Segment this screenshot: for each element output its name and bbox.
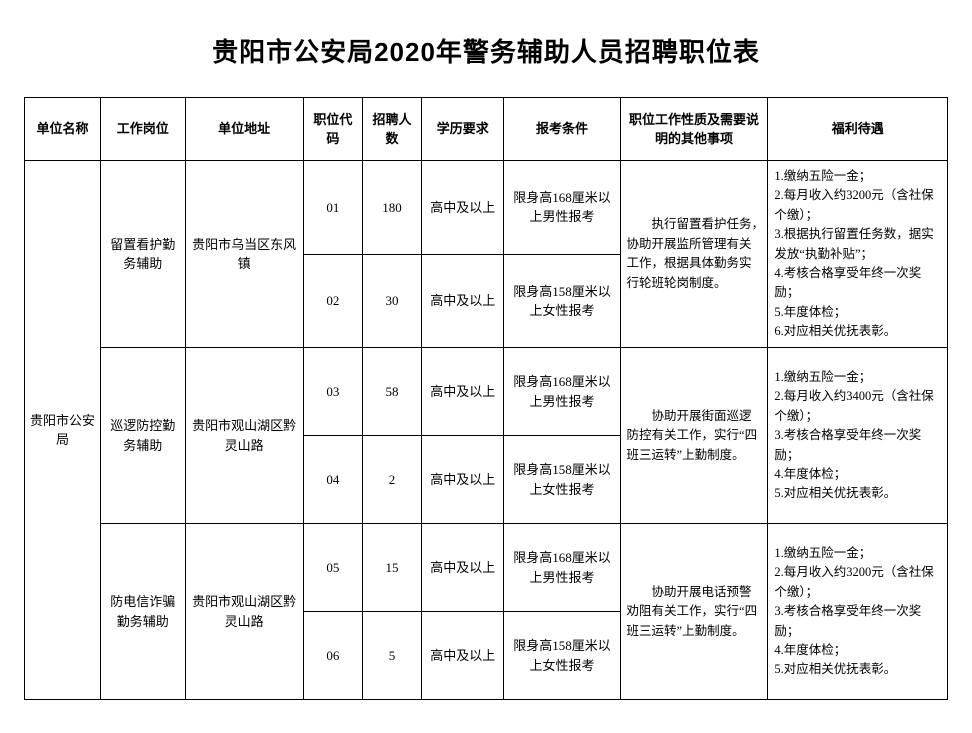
cell-cond: 限身高158厘米以上女性报考 xyxy=(504,612,620,700)
col-cond: 报考条件 xyxy=(504,98,620,161)
cell-benefit: 1.缴纳五险一金；2.每月收入约3200元（含社保个缴）；3.根据执行留置任务数… xyxy=(768,161,948,348)
cell-job: 防电信诈骗勤务辅助 xyxy=(101,524,185,700)
cell-code: 01 xyxy=(303,161,362,255)
table-row: 巡逻防控勤务辅助 贵阳市观山湖区黔灵山路 03 58 高中及以上 限身高168厘… xyxy=(25,348,948,436)
cell-edu: 高中及以上 xyxy=(422,436,504,524)
positions-table: 单位名称 工作岗位 单位地址 职位代码 招聘人数 学历要求 报考条件 职位工作性… xyxy=(24,97,948,700)
cell-edu: 高中及以上 xyxy=(422,348,504,436)
table-row: 贵阳市公安局 留置看护勤务辅助 贵阳市乌当区东风镇 01 180 高中及以上 限… xyxy=(25,161,948,255)
col-unit: 单位名称 xyxy=(25,98,101,161)
cell-job: 留置看护勤务辅助 xyxy=(101,161,185,348)
cell-job: 巡逻防控勤务辅助 xyxy=(101,348,185,524)
cell-nature: 执行留置看护任务， 协助开展监所管理有关工作，根据具体勤务实行轮班轮岗制度。 xyxy=(620,161,768,348)
cell-count: 180 xyxy=(362,161,421,255)
cell-cond: 限身高158厘米以上女性报考 xyxy=(504,254,620,348)
cell-count: 5 xyxy=(362,612,421,700)
cell-addr: 贵阳市观山湖区黔灵山路 xyxy=(185,524,303,700)
cell-cond: 限身高158厘米以上女性报考 xyxy=(504,436,620,524)
cell-edu: 高中及以上 xyxy=(422,524,504,612)
cell-benefit: 1.缴纳五险一金；2.每月收入约3200元（含社保个缴）；3.考核合格享受年终一… xyxy=(768,524,948,700)
cell-code: 04 xyxy=(303,436,362,524)
col-job: 工作岗位 xyxy=(101,98,185,161)
cell-code: 03 xyxy=(303,348,362,436)
col-addr: 单位地址 xyxy=(185,98,303,161)
cell-benefit: 1.缴纳五险一金；2.每月收入约3400元（含社保个缴）；3.考核合格享受年终一… xyxy=(768,348,948,524)
col-code: 职位代码 xyxy=(303,98,362,161)
col-nature: 职位工作性质及需要说明的其他事项 xyxy=(620,98,768,161)
cell-unit: 贵阳市公安局 xyxy=(25,161,101,700)
cell-nature: 协助开展街面巡逻防控有关工作，实行“四班三运转”上勤制度。 xyxy=(620,348,768,524)
cell-edu: 高中及以上 xyxy=(422,161,504,255)
col-benefit: 福利待遇 xyxy=(768,98,948,161)
cell-cond: 限身高168厘米以上男性报考 xyxy=(504,524,620,612)
cell-addr: 贵阳市观山湖区黔灵山路 xyxy=(185,348,303,524)
cell-code: 06 xyxy=(303,612,362,700)
cell-count: 58 xyxy=(362,348,421,436)
cell-code: 05 xyxy=(303,524,362,612)
cell-count: 30 xyxy=(362,254,421,348)
cell-edu: 高中及以上 xyxy=(422,612,504,700)
page-title: 贵阳市公安局2020年警务辅助人员招聘职位表 xyxy=(24,32,948,69)
cell-cond: 限身高168厘米以上男性报考 xyxy=(504,348,620,436)
table-row: 防电信诈骗勤务辅助 贵阳市观山湖区黔灵山路 05 15 高中及以上 限身高168… xyxy=(25,524,948,612)
cell-code: 02 xyxy=(303,254,362,348)
table-header-row: 单位名称 工作岗位 单位地址 职位代码 招聘人数 学历要求 报考条件 职位工作性… xyxy=(25,98,948,161)
cell-count: 15 xyxy=(362,524,421,612)
col-edu: 学历要求 xyxy=(422,98,504,161)
cell-addr: 贵阳市乌当区东风镇 xyxy=(185,161,303,348)
cell-cond: 限身高168厘米以上男性报考 xyxy=(504,161,620,255)
cell-nature: 协助开展电话预警劝阻有关工作，实行“四班三运转”上勤制度。 xyxy=(620,524,768,700)
table-body: 贵阳市公安局 留置看护勤务辅助 贵阳市乌当区东风镇 01 180 高中及以上 限… xyxy=(25,161,948,700)
page: 贵阳市公安局2020年警务辅助人员招聘职位表 单位名称 工作岗位 单位地址 职位… xyxy=(0,0,972,720)
cell-count: 2 xyxy=(362,436,421,524)
cell-edu: 高中及以上 xyxy=(422,254,504,348)
col-count: 招聘人数 xyxy=(362,98,421,161)
